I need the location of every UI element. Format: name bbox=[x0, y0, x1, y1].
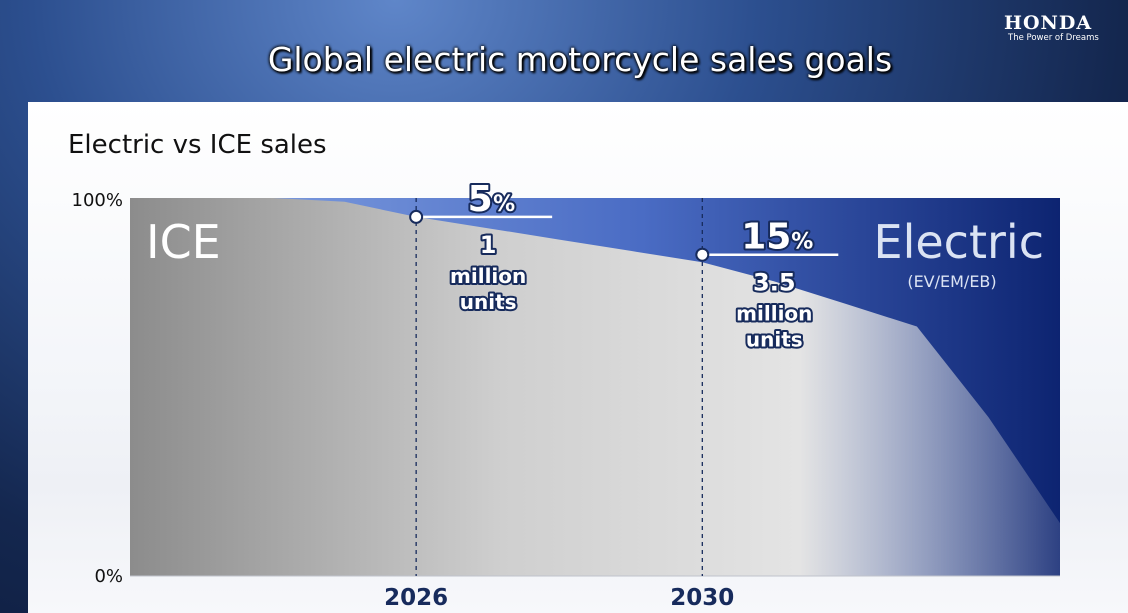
annotation-point bbox=[695, 247, 710, 262]
logo-tagline: The Power of Dreams bbox=[1008, 33, 1099, 43]
y-tick-label: 100% bbox=[72, 190, 123, 211]
annotation-percent-sign: % bbox=[493, 192, 515, 217]
annotation-units-value: 1 bbox=[480, 231, 497, 259]
series-label-ice: ICE bbox=[146, 215, 221, 269]
page-title: Global electric motorcycle sales goals bbox=[267, 40, 893, 79]
x-tick-label: 2030 bbox=[670, 585, 734, 611]
x-tick-label: 2026 bbox=[384, 585, 448, 611]
chart-subtitle: Electric vs ICE sales bbox=[68, 130, 327, 160]
annotation-share-value: 15 bbox=[741, 217, 791, 258]
ice-area bbox=[130, 198, 1060, 576]
annotation-units-label: million bbox=[450, 264, 526, 288]
annotation-share-value: 5 bbox=[468, 179, 493, 220]
logo-wordmark: HONDA bbox=[1004, 12, 1093, 34]
annotation-units-label: units bbox=[460, 290, 517, 314]
series-sublabel-electric: (EV/EM/EB) bbox=[907, 272, 996, 291]
annotation-units-label: units bbox=[746, 328, 803, 352]
annotation-percent-sign: % bbox=[791, 230, 813, 255]
annotation-units-value: 3.5 bbox=[753, 269, 796, 297]
series-label-electric: Electric bbox=[874, 215, 1044, 269]
annotation-units-label: million bbox=[736, 302, 812, 326]
y-tick-label: 0% bbox=[94, 566, 123, 587]
annotation-point bbox=[409, 209, 424, 224]
honda-logo: HONDA The Power of Dreams bbox=[1004, 12, 1128, 43]
